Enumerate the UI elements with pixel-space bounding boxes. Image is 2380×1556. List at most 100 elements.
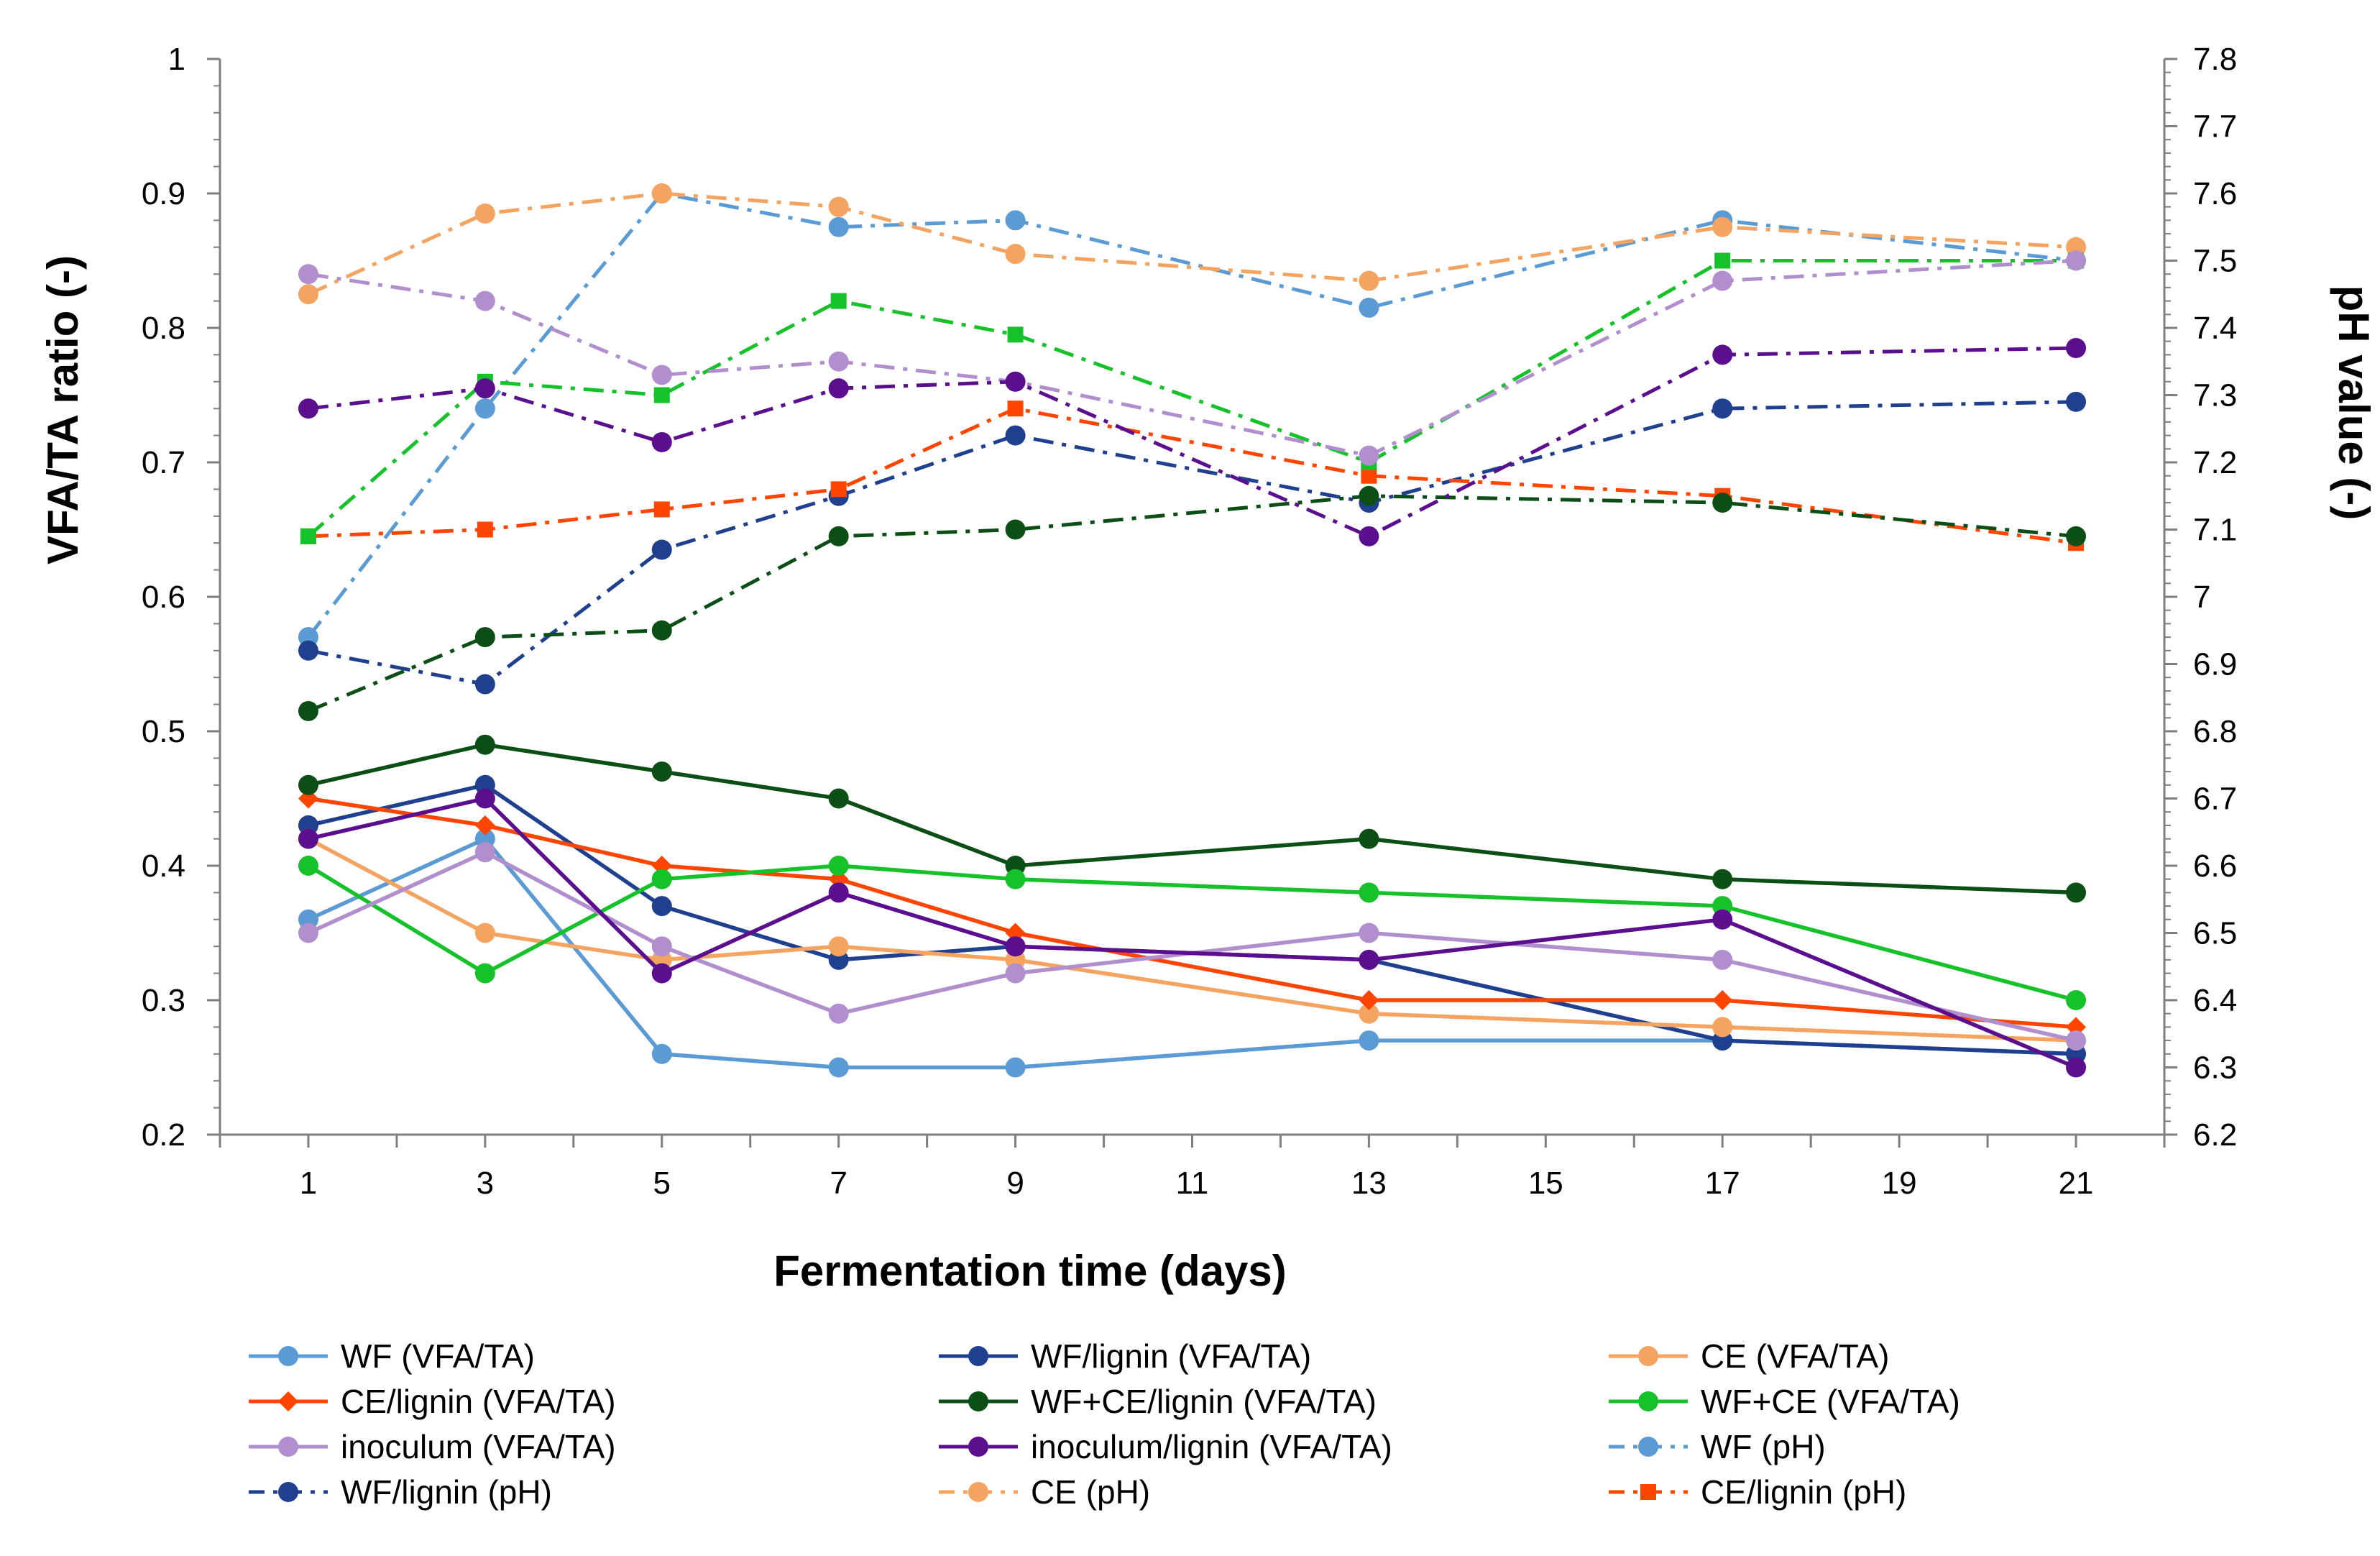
x-tick-label: 19	[1882, 1166, 1917, 1201]
series-line	[307, 494, 2077, 713]
data-point	[828, 351, 849, 372]
legend-marker	[968, 1391, 988, 1411]
data-point	[651, 936, 672, 957]
data-point	[1359, 485, 1379, 506]
data-point	[1714, 252, 1731, 269]
legend-item: inoculum (VFA/TA)	[249, 1428, 616, 1465]
y2-tick-label: 7.5	[2193, 244, 2237, 279]
data-point	[653, 501, 670, 518]
data-point	[2066, 1030, 2087, 1051]
data-point	[1361, 467, 1377, 484]
x-tick-label: 9	[1006, 1166, 1024, 1201]
legend-marker	[278, 1391, 298, 1411]
data-point	[298, 640, 318, 661]
data-point	[474, 674, 495, 695]
data-point	[1359, 828, 1379, 849]
data-point	[2066, 1057, 2087, 1078]
series-line	[307, 864, 2077, 1002]
data-point	[828, 882, 849, 903]
x-tick-label: 21	[2059, 1166, 2094, 1201]
series-inoculum-lignin-vfa-ta	[298, 788, 2087, 1078]
x-tick-label: 15	[1528, 1166, 1563, 1201]
data-point	[1007, 401, 1024, 417]
data-point	[828, 1003, 849, 1024]
legend-label: inoculum (VFA/TA)	[341, 1428, 616, 1465]
series-line	[308, 742, 2077, 895]
data-point	[1359, 990, 1379, 1010]
axes: 0.2 0.3 0.4 0.5 0.6 0.7 0.8 0.9 1 6.2 6.3 6.4 6.5 6.6…	[142, 42, 2237, 1201]
legend-item: WF (pH)	[1609, 1428, 1826, 1465]
data-point	[1005, 519, 1026, 540]
legend-label: CE (pH)	[1031, 1473, 1150, 1511]
x-tick-label: 13	[1351, 1166, 1387, 1201]
data-point	[2066, 338, 2087, 359]
data-point	[828, 216, 849, 237]
data-point	[474, 788, 495, 809]
legend-marker	[968, 1346, 988, 1366]
data-point	[1005, 210, 1026, 231]
y2-tick-label: 6.8	[2193, 714, 2237, 749]
data-point	[1005, 371, 1026, 392]
legend-marker	[1638, 1391, 1658, 1411]
legend-marker	[968, 1482, 988, 1502]
data-point	[474, 627, 495, 648]
data-point	[1712, 949, 1733, 970]
data-point	[651, 761, 672, 782]
series-line	[307, 836, 2077, 1070]
series-ce-lignin-ph	[300, 401, 2085, 552]
data-point	[1712, 344, 1733, 365]
data-point	[1359, 526, 1379, 546]
y2-tick-label: 7.3	[2193, 378, 2237, 413]
series-line	[307, 191, 2077, 296]
legend-item: CE/lignin (VFA/TA)	[249, 1383, 616, 1420]
x-tick-label: 11	[1176, 1166, 1209, 1201]
series-line	[308, 346, 2077, 539]
legend-label: WF/lignin (VFA/TA)	[1031, 1337, 1311, 1375]
data-point	[474, 290, 495, 311]
data-point	[2066, 250, 2087, 271]
legend-marker	[968, 1437, 988, 1457]
data-point	[298, 856, 318, 876]
y-tick-label: 0.5	[142, 714, 185, 749]
y2-tick-label: 6.5	[2193, 916, 2237, 951]
legend-label: WF+CE/lignin (VFA/TA)	[1031, 1383, 1377, 1420]
legend-item: WF (VFA/TA)	[249, 1337, 535, 1375]
data-point	[1712, 1017, 1733, 1038]
y2-tick-label: 7.4	[2193, 311, 2237, 346]
y2-tick-label: 6.6	[2193, 848, 2237, 884]
legend-label: inoculum/lignin (VFA/TA)	[1031, 1428, 1392, 1465]
y-tick-label: 0.2	[142, 1117, 185, 1153]
data-point	[2066, 391, 2087, 412]
data-point	[830, 293, 847, 309]
y2-tick-label: 7	[2193, 580, 2210, 615]
y-tick-label: 0.3	[142, 983, 185, 1018]
data-point	[1005, 963, 1026, 984]
x-tick-label: 7	[830, 1166, 847, 1201]
legend-label: CE/lignin (VFA/TA)	[341, 1383, 616, 1420]
data-point	[474, 734, 495, 755]
data-point	[2066, 526, 2087, 546]
data-point	[1359, 445, 1379, 466]
y-tick-label: 0.7	[142, 445, 185, 480]
data-point	[1359, 1030, 1379, 1051]
data-point	[828, 1057, 849, 1078]
legend-marker	[1640, 1484, 1656, 1500]
data-point	[298, 398, 318, 419]
series-inoculum-lignin-ph	[298, 338, 2087, 546]
data-point	[1359, 882, 1379, 903]
legend-item: WF+CE (VFA/TA)	[1609, 1383, 1960, 1420]
data-point	[1005, 425, 1026, 446]
data-point	[651, 963, 672, 984]
data-point	[653, 387, 670, 403]
data-point	[828, 196, 849, 217]
data-point	[1712, 493, 1733, 513]
legend-item: WF/lignin (VFA/TA)	[939, 1337, 1311, 1375]
data-point	[830, 481, 847, 498]
legend-item: WF+CE/lignin (VFA/TA)	[939, 1383, 1377, 1420]
data-point	[828, 788, 849, 809]
x-axis-title: Fermentation time (days)	[773, 1247, 1286, 1295]
legend-label: WF/lignin (pH)	[341, 1473, 552, 1511]
